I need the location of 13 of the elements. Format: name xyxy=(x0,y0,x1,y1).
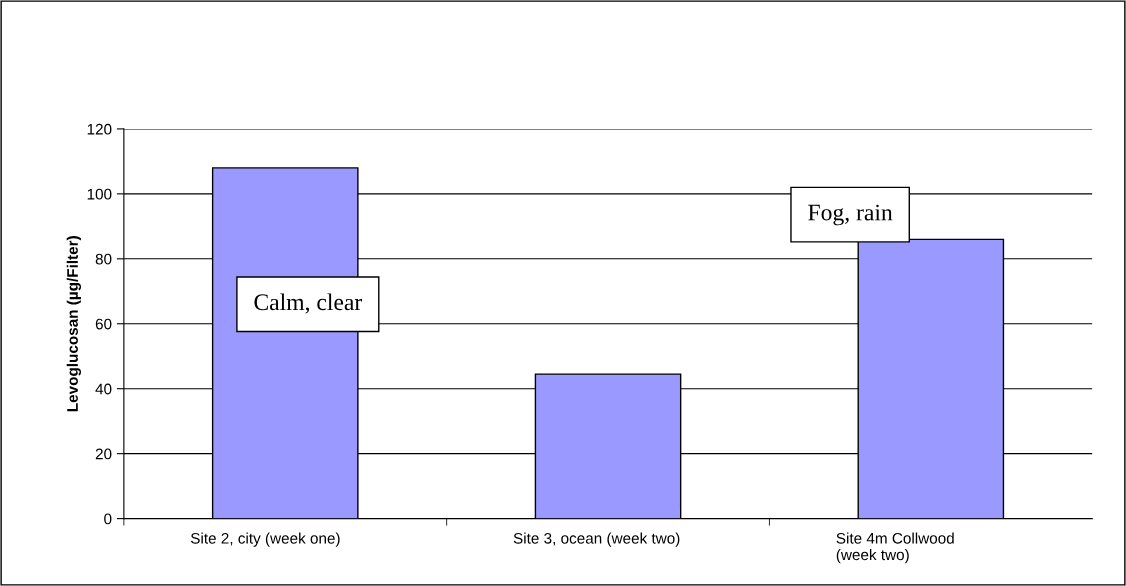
x-tick-label: Site 2, city (week one) xyxy=(190,532,340,547)
y-tick-label: 40 xyxy=(95,383,112,395)
annotation: Fog, rain xyxy=(808,204,893,226)
annotation: Calm, clear xyxy=(254,293,363,314)
y-axis-title: Levoglucosan (µg/Filter) xyxy=(66,236,82,412)
x-tick-label: Site 3, ocean (week two) xyxy=(513,532,680,547)
y-tick-label: 20 xyxy=(95,448,112,460)
y-tick-label: 60 xyxy=(95,318,112,330)
x-tick-label: Site 4m Collwood (week two) xyxy=(836,532,954,564)
y-tick-label: 0 xyxy=(104,513,112,525)
y-tick-label: 80 xyxy=(95,253,112,265)
y-tick-label: 120 xyxy=(87,123,112,135)
y-tick-label: 100 xyxy=(87,188,112,200)
